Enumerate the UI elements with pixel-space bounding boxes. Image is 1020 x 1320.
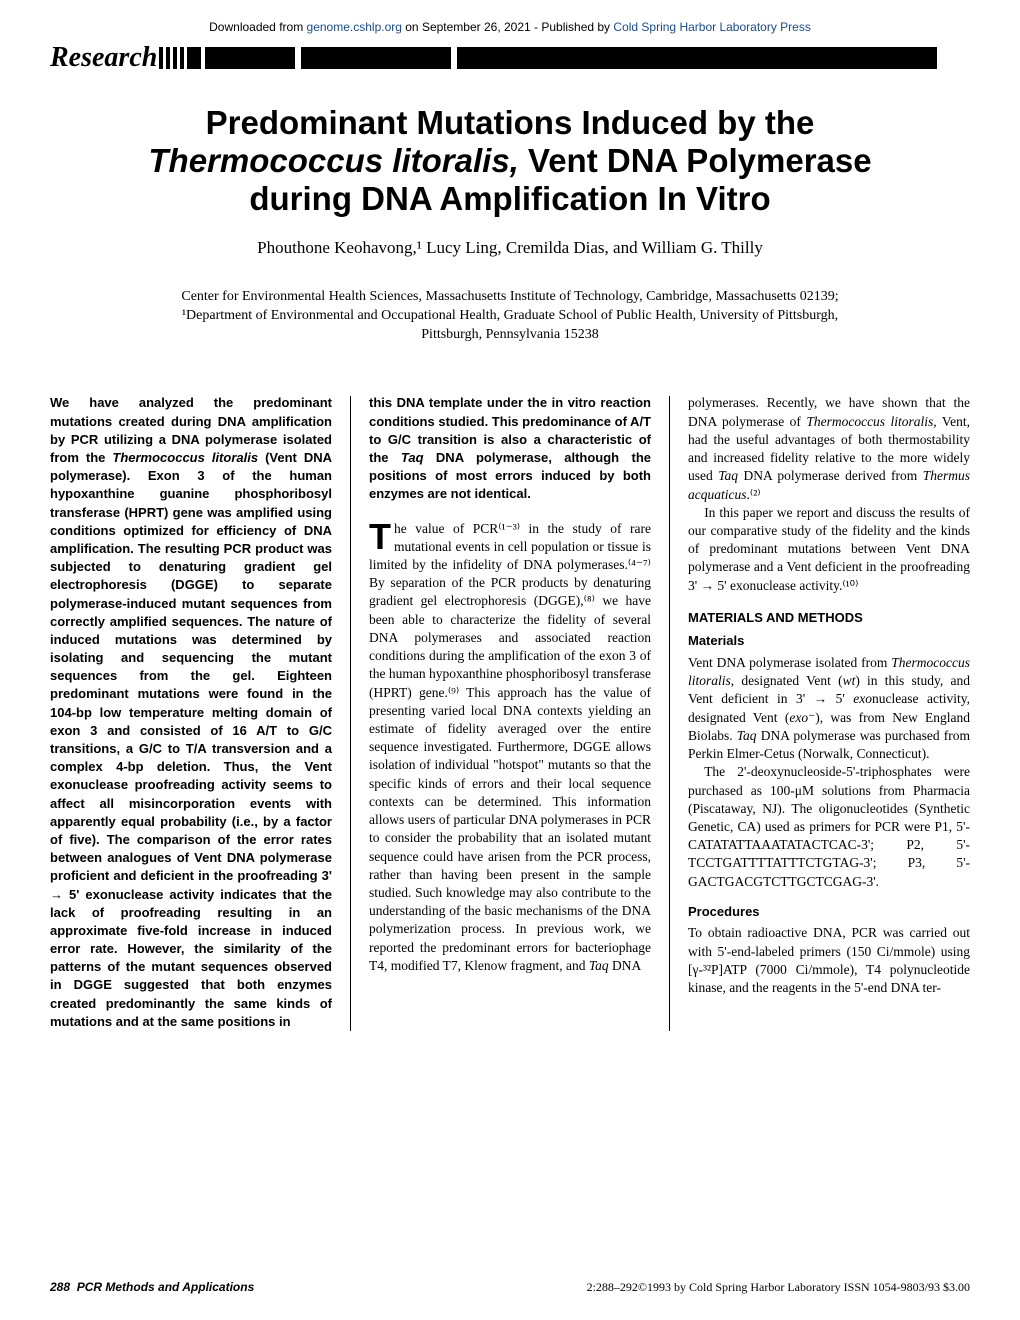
abstract-col2: this DNA template under the in vitro rea… — [369, 394, 651, 503]
title-line1: Predominant Mutations Induced by the — [206, 104, 815, 141]
materials-methods-heading: MATERIALS AND METHODS — [688, 609, 970, 627]
column-2: this DNA template under the in vitro rea… — [369, 394, 651, 1031]
header-bars-icon — [159, 47, 937, 69]
title-block: Predominant Mutations Induced by the The… — [50, 104, 970, 344]
column-3: polymerases. Recently, we have shown tha… — [688, 394, 970, 1031]
page-footer: 288 PCR Methods and Applications 2:288–2… — [50, 1280, 970, 1295]
body-c3-p1: polymerases. Recently, we have shown tha… — [688, 394, 970, 503]
title-line2-rest: Vent DNA Polymerase — [519, 142, 872, 179]
download-link-genome[interactable]: genome.cshlp.org — [307, 20, 402, 34]
article-title: Predominant Mutations Induced by the The… — [50, 104, 970, 218]
section-label: Research — [50, 42, 157, 74]
download-pre: Downloaded from — [209, 20, 306, 34]
body-c3-p5: To obtain radioactive DNA, PCR was carri… — [688, 924, 970, 997]
body-c3-p4: The 2'-deoxynucleoside-5'-triphosphates … — [688, 763, 970, 891]
column-divider-2 — [669, 396, 670, 1031]
body-columns: We have analyzed the predominant mutatio… — [50, 394, 970, 1031]
title-line3: during DNA Amplification In Vitro — [249, 180, 770, 217]
affil-line1: Center for Environmental Health Sciences… — [181, 289, 838, 304]
column-divider-1 — [350, 396, 351, 1031]
footer-right: 2:288–292©1993 by Cold Spring Harbor Lab… — [587, 1280, 970, 1295]
section-header: Research — [50, 42, 970, 74]
footer-left: 288 PCR Methods and Applications — [50, 1280, 254, 1295]
page-number: 288 — [50, 1280, 70, 1294]
column-1: We have analyzed the predominant mutatio… — [50, 394, 332, 1031]
affiliations: Center for Environmental Health Sciences… — [50, 288, 970, 345]
materials-subheading: Materials — [688, 632, 970, 650]
affil-line3: Pittsburgh, Pennsylvania 15238 — [421, 327, 598, 342]
journal-name: PCR Methods and Applications — [77, 1280, 255, 1294]
procedures-subheading: Procedures — [688, 903, 970, 921]
body-c3-p2: In this paper we report and discuss the … — [688, 504, 970, 595]
abstract-col1: We have analyzed the predominant mutatio… — [50, 394, 332, 1031]
dropcap: T — [369, 522, 391, 553]
download-mid: on September 26, 2021 - Published by — [402, 20, 613, 34]
authors: Phouthone Keohavong,¹ Lucy Ling, Cremild… — [50, 238, 970, 258]
download-link-cshl[interactable]: Cold Spring Harbor Laboratory Press — [613, 20, 810, 34]
body-p1: The value of PCR⁽¹⁻³⁾ in the study of ra… — [369, 520, 651, 975]
download-attribution: Downloaded from genome.cshlp.org on Sept… — [50, 20, 970, 34]
body-c3-p3: Vent DNA polymerase isolated from Thermo… — [688, 654, 970, 763]
affil-line2: ¹Department of Environmental and Occupat… — [182, 308, 838, 323]
title-line2-italic: Thermococcus litoralis, — [148, 142, 518, 179]
